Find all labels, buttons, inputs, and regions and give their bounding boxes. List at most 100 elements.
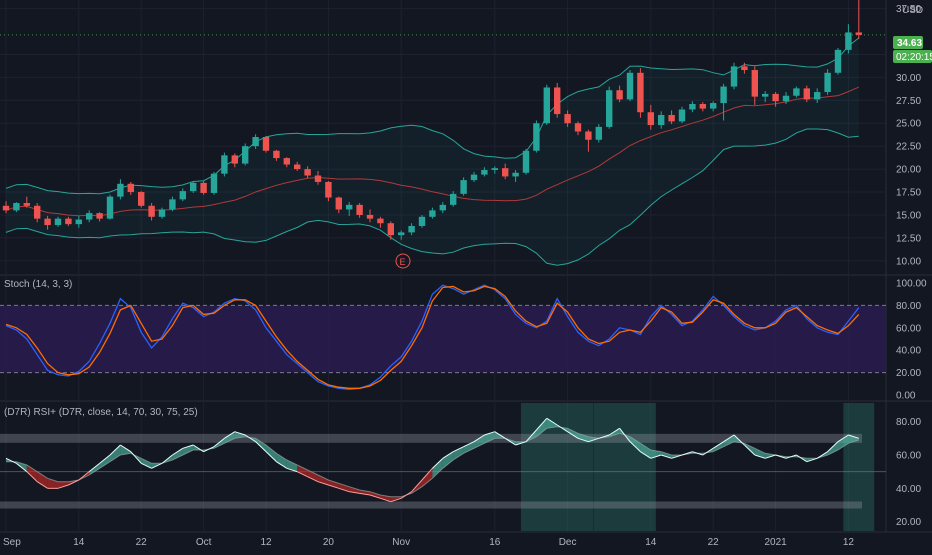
- price-tick-label: 25.00: [896, 119, 921, 130]
- rsi-line-segment: [328, 484, 339, 489]
- candle-body: [2, 205, 10, 211]
- candle-body: [231, 155, 238, 164]
- rsi-line-segment: [307, 476, 319, 483]
- candle-body: [429, 210, 436, 217]
- rsi-area-segment: [58, 481, 69, 489]
- rsi-area-segment: [827, 441, 838, 455]
- candle-body: [481, 170, 488, 175]
- time-tick-label: 12: [260, 537, 272, 548]
- rsi-line-segment: [765, 454, 776, 459]
- candle-body: [814, 92, 821, 100]
- rsi-line-segment: [452, 446, 464, 453]
- rsi-area-segment: [463, 441, 474, 454]
- rsi-highlight-column: [521, 403, 594, 531]
- candle-body: [346, 204, 353, 210]
- rsi-line-segment: [57, 484, 69, 489]
- rsi-line-segment: [317, 481, 329, 486]
- rsi-line-segment: [432, 457, 444, 469]
- candle-body: [408, 225, 415, 233]
- time-tick-label: 2021: [764, 537, 787, 548]
- rsi-line-segment: [421, 468, 433, 481]
- candle-body: [179, 191, 186, 200]
- rsi-line-segment: [504, 437, 516, 446]
- price-tick-label: 17.50: [896, 188, 921, 199]
- candle-body: [543, 87, 550, 124]
- rsi-line-segment: [16, 462, 28, 473]
- candle-body: [595, 126, 602, 140]
- rsi-signal-line: [6, 426, 859, 498]
- price-tick-label: 15.00: [896, 210, 921, 221]
- rsi-line-segment: [744, 444, 756, 456]
- candle-body: [377, 218, 384, 224]
- candle-body: [127, 183, 134, 193]
- rsi-tick-label: 20.00: [896, 517, 921, 528]
- rsi-area-segment: [255, 438, 266, 452]
- rsi-line-segment: [598, 434, 610, 439]
- candle-body: [647, 112, 654, 126]
- candle-body: [398, 232, 405, 236]
- rsi-line-segment: [484, 431, 495, 436]
- rsi-area-segment: [297, 465, 308, 477]
- rsi-area-segment: [567, 428, 578, 439]
- candle-body: [335, 197, 342, 210]
- price-tick-label: 30.00: [896, 73, 921, 84]
- candle-body: [169, 199, 176, 210]
- rsi-line-segment: [276, 461, 288, 469]
- stoch-series-line: [5, 284, 860, 391]
- time-tick-label: 20: [323, 537, 335, 548]
- rsi-area-segment: [848, 435, 859, 444]
- rsi-line-segment: [733, 434, 745, 446]
- candle-body: [148, 205, 155, 217]
- rsi-area-segment: [182, 445, 194, 455]
- rsi-line-segment: [182, 444, 194, 449]
- candle-body: [491, 168, 498, 171]
- candle-body: [387, 223, 394, 236]
- rsi-line-segment: [390, 497, 402, 503]
- rsi-indicator-label: (D7R) RSI+ (D7R, close, 14, 70, 30, 75, …: [4, 407, 198, 418]
- rsi-line-segment: [671, 454, 683, 459]
- candle-body: [533, 123, 540, 151]
- rsi-line-segment: [848, 434, 859, 439]
- rsi-line-segment: [723, 434, 735, 443]
- rsi-area-segment: [661, 451, 672, 459]
- candle-body: [699, 103, 706, 109]
- price-tick-label: 20.00: [896, 165, 921, 176]
- rsi-line-segment: [172, 447, 184, 456]
- rsi-line-segment: [556, 424, 568, 433]
- rsi-line-segment: [806, 457, 818, 463]
- time-tick-label: 16: [489, 537, 501, 548]
- countdown-badge: [893, 50, 932, 63]
- rsi-area-segment: [630, 436, 641, 452]
- rsi-line-segment: [692, 451, 703, 456]
- rsi-area-segment: [172, 448, 183, 460]
- bollinger-fill: [6, 38, 859, 266]
- time-tick-label: 14: [645, 537, 657, 548]
- rsi-line-segment: [26, 471, 38, 483]
- rsi-area-segment: [328, 480, 339, 489]
- candle-body: [751, 70, 758, 97]
- earnings-marker[interactable]: [395, 253, 411, 269]
- rsi-line-segment: [286, 467, 298, 473]
- rsi-line-segment: [619, 428, 631, 442]
- rsi-line-segment: [629, 441, 641, 453]
- rsi-area-segment: [578, 433, 589, 442]
- candle-body: [772, 93, 779, 102]
- candle-body: [158, 209, 166, 217]
- rsi-band-strip: [0, 501, 862, 509]
- rsi-line-segment: [161, 454, 173, 464]
- rsi-area-segment: [338, 483, 350, 492]
- rsi-line-segment: [796, 454, 808, 463]
- candle-body: [554, 87, 561, 115]
- rsi-line-segment: [661, 454, 672, 459]
- rsi-line-segment: [442, 451, 454, 459]
- price-tick-label: 27.50: [896, 96, 921, 107]
- rsi-line-segment: [785, 454, 797, 459]
- candle-body: [439, 204, 446, 211]
- candle-body: [512, 172, 519, 177]
- price-tick-label: 22.50: [896, 142, 921, 153]
- earnings-marker-label: E: [400, 257, 406, 267]
- rsi-line-segment: [78, 471, 90, 481]
- candle-body: [616, 90, 623, 100]
- rsi-area-segment: [37, 471, 48, 489]
- candle-body: [117, 183, 124, 197]
